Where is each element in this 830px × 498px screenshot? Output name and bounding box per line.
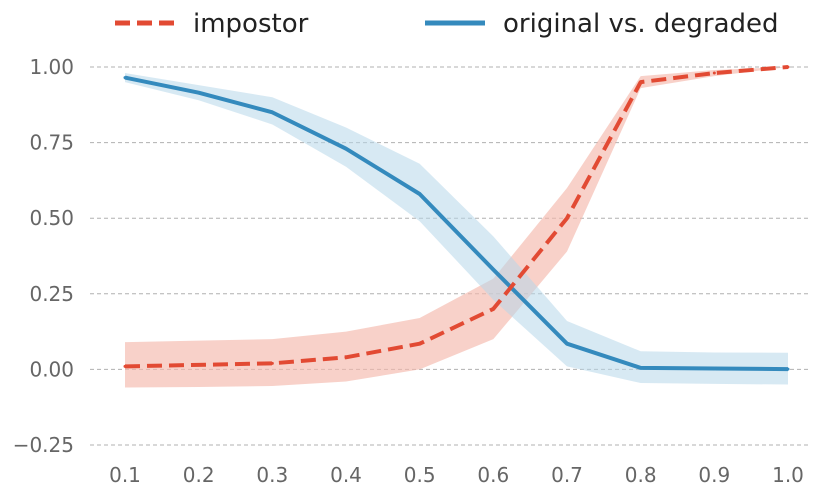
data-point-original-vs-degraded [712,366,716,370]
x-tick-label: 0.8 [625,463,657,487]
data-point-impostor [712,71,716,75]
data-point-original-vs-degraded [786,367,790,371]
x-tick-label: 0.2 [183,463,215,487]
data-point-impostor [270,361,274,365]
data-point-original-vs-degraded [123,76,127,80]
data-point-impostor [344,355,348,359]
x-tick-label: 0.6 [477,463,509,487]
x-tick-label: 0.9 [698,463,730,487]
data-point-impostor [197,363,201,367]
series-line-impostor [124,65,789,369]
data-point-original-vs-degraded [491,268,495,272]
confidence-bands [125,67,788,388]
legend: impostor original vs. degraded [115,9,779,39]
confidence-band-impostor [125,67,788,388]
data-point-original-vs-degraded [197,91,201,95]
data-point-impostor [418,342,422,346]
data-point-original-vs-degraded [344,147,348,151]
y-tick-label: 0.50 [29,206,74,230]
series-line-original-vs-degraded [124,75,789,372]
data-point-impostor [565,216,569,220]
data-point-original-vs-degraded [639,366,643,370]
x-tick-label: 0.1 [109,463,141,487]
y-gridlines [90,66,810,446]
x-tick-label: 0.7 [551,463,583,487]
y-tick-label: 0.25 [29,282,74,306]
y-tick-label: −0.25 [13,433,74,457]
confidence-band-original-vs-degraded [125,73,788,385]
legend-label-original-vs-degraded: original vs. degraded [503,9,779,39]
data-point-original-vs-degraded [270,110,274,114]
y-tick-label: 0.75 [29,131,74,155]
y-axis-tick-labels: −0.25 0.00 0.25 0.50 0.75 1.00 [13,55,74,457]
x-tick-label: 1.0 [772,463,804,487]
data-point-original-vs-degraded [418,192,422,196]
x-tick-label: 0.3 [256,463,288,487]
x-tick-label: 0.4 [330,463,362,487]
data-point-original-vs-degraded [565,342,569,346]
data-point-impostor [786,65,790,69]
series-lines [123,65,790,372]
data-point-impostor [123,364,127,368]
x-axis-tick-labels: 0.1 0.2 0.3 0.4 0.5 0.6 0.7 0.8 0.9 1.0 [109,463,804,487]
y-tick-label: 1.00 [29,55,74,79]
data-point-impostor [639,80,643,84]
data-point-impostor [491,307,495,311]
x-tick-label: 0.5 [404,463,436,487]
y-tick-label: 0.00 [29,357,74,381]
legend-label-impostor: impostor [193,9,309,39]
